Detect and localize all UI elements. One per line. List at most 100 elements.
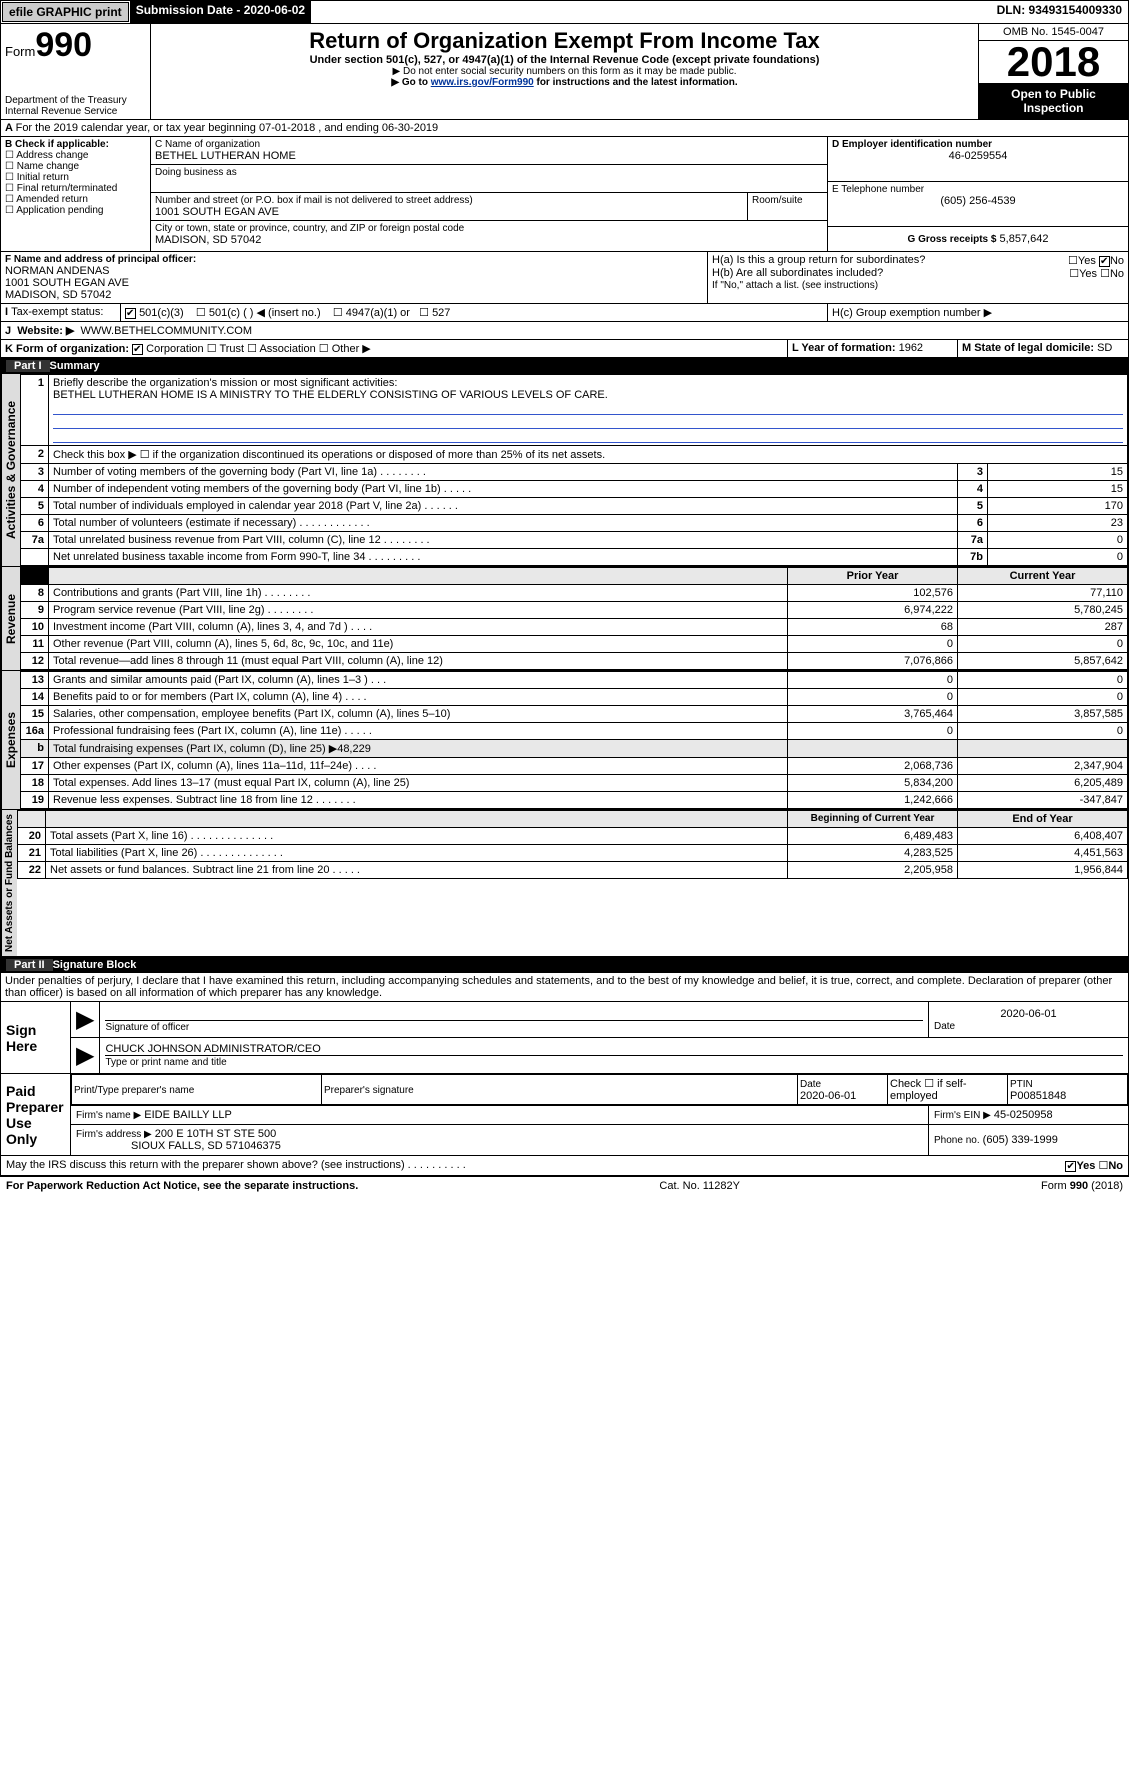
ptin-label: PTIN: [1010, 1079, 1033, 1090]
part2-num: Part II: [6, 959, 53, 971]
firm-ein: 45-0250958: [994, 1109, 1053, 1121]
rev-table: Prior Year Current Year 8Contributions a…: [20, 567, 1128, 670]
firm-phone-label: Phone no.: [934, 1135, 980, 1146]
hb-label: H(b) Are all subordinates included?: [712, 267, 883, 280]
addr-label: Number and street (or P.O. box if mail i…: [155, 195, 473, 206]
officer-cell: F Name and address of principal officer:…: [1, 252, 708, 303]
firm-addr2: SIOUX FALLS, SD 571046375: [131, 1140, 281, 1152]
city-label: City or town, state or province, country…: [155, 223, 823, 234]
form-header: Form990 Department of the Treasury Inter…: [0, 24, 1129, 120]
cb-501c3[interactable]: [125, 308, 136, 319]
cb-corp[interactable]: [132, 344, 143, 355]
right-ident-col: D Employer identification number 46-0259…: [828, 137, 1128, 251]
firm-name: EIDE BAILLY LLP: [144, 1109, 232, 1121]
firm-phone: (605) 339-1999: [983, 1134, 1058, 1146]
exp-table: 13Grants and similar amounts paid (Part …: [20, 671, 1128, 809]
room-label: Room/suite: [747, 193, 827, 220]
cb-address-change[interactable]: ☐ Address change: [5, 150, 146, 161]
hb-answer: ☐Yes ☐No: [1069, 267, 1124, 280]
open-public: Open to Public Inspection: [979, 83, 1128, 119]
part1-num: Part I: [6, 360, 50, 372]
sig-date: 2020-06-01: [934, 1008, 1123, 1020]
f-label: F Name and address of principal officer:: [5, 254, 703, 265]
k-cell: K Form of organization: Corporation ☐ Tr…: [1, 340, 788, 357]
irs-label: Internal Revenue Service: [5, 106, 146, 117]
j-label: Website: ▶: [17, 325, 74, 337]
header-left: Form990 Department of the Treasury Inter…: [1, 24, 151, 119]
opt-4947: 4947(a)(1) or: [346, 307, 410, 319]
hdr-end: End of Year: [958, 811, 1128, 828]
dept-label: Department of the Treasury: [5, 95, 146, 106]
cb-app-pending[interactable]: ☐ Application pending: [5, 205, 146, 216]
hc-cell: H(c) Group exemption number ▶: [828, 304, 1128, 321]
c-label: C Name of organization: [155, 139, 823, 150]
net-table: Beginning of Current Year End of Year 20…: [17, 810, 1128, 879]
subtitle-2: ▶ Do not enter social security numbers o…: [155, 66, 974, 77]
footer: For Paperwork Reduction Act Notice, see …: [0, 1176, 1129, 1195]
klm-row: K Form of organization: Corporation ☐ Tr…: [0, 340, 1129, 358]
pdate-val: 2020-06-01: [800, 1090, 856, 1102]
form-ref: Form 990 (2018): [1041, 1180, 1123, 1192]
m-cell: M State of legal domicile: SD: [958, 340, 1128, 357]
hdr-prior: Prior Year: [788, 568, 958, 585]
firm-addr-label: Firm's address ▶: [76, 1129, 152, 1140]
cb-name-change[interactable]: ☐ Name change: [5, 161, 146, 172]
cb-initial-return[interactable]: ☐ Initial return: [5, 172, 146, 183]
check-col: B Check if applicable: ☐ Address change …: [1, 137, 151, 251]
perjury-text: Under penalties of perjury, I declare th…: [0, 973, 1129, 1001]
cat-no: Cat. No. 11282Y: [659, 1180, 740, 1192]
form990-link[interactable]: www.irs.gov/Form990: [431, 77, 534, 88]
gov-label: Activities & Governance: [1, 374, 20, 566]
net-section: Net Assets or Fund Balances Beginning of…: [0, 810, 1129, 957]
year-formation: 1962: [899, 342, 923, 354]
part1-header: Part I Summary: [0, 358, 1129, 374]
discuss-text: May the IRS discuss this return with the…: [6, 1159, 466, 1172]
j-row: J Website: ▶ WWW.BETHELCOMMUNITY.COM: [0, 322, 1129, 340]
sig-table: Sign Here ▶ Signature of officer 2020-06…: [0, 1001, 1129, 1156]
d-label: D Employer identification number: [832, 139, 1124, 150]
opt-501c: 501(c) ( ) ◀ (insert no.): [209, 307, 321, 319]
gov-table: 1 Briefly describe the organization's mi…: [20, 374, 1128, 566]
pdate-label: Date: [800, 1079, 821, 1090]
gross-receipts: 5,857,642: [1000, 233, 1049, 245]
part2-title: Signature Block: [53, 959, 137, 971]
form-number: Form990: [5, 26, 146, 65]
g-label: G Gross receipts $: [908, 234, 997, 245]
i-label: Tax-exempt status:: [11, 306, 103, 318]
bcd-row: B Check if applicable: ☐ Address change …: [0, 137, 1129, 252]
org-col: C Name of organization BETHEL LUTHERAN H…: [151, 137, 828, 251]
hdr-begin: Beginning of Current Year: [788, 811, 958, 828]
top-bar: efile GRAPHIC print Submission Date - 20…: [0, 0, 1129, 24]
cb-amended[interactable]: ☐ Amended return: [5, 194, 146, 205]
net-label: Net Assets or Fund Balances: [1, 810, 17, 956]
dba-label: Doing business as: [155, 167, 823, 178]
exp-section: Expenses 13Grants and similar amounts pa…: [0, 671, 1129, 810]
ptin-val: P00851848: [1010, 1090, 1066, 1102]
rev-label: Revenue: [1, 567, 20, 670]
firm-name-label: Firm's name ▶: [76, 1110, 141, 1121]
officer-addr2: MADISON, SD 57042: [5, 289, 703, 301]
dln-label: DLN: 93493154009330: [991, 1, 1128, 23]
goto-pre: ▶ Go to: [391, 77, 430, 88]
ha-label: H(a) Is this a group return for subordin…: [712, 254, 925, 267]
e-label: E Telephone number: [832, 184, 1124, 195]
k-label: K Form of organization:: [5, 343, 129, 355]
cb-final-return[interactable]: ☐ Final return/terminated: [5, 183, 146, 194]
header-mid: Return of Organization Exempt From Incom…: [151, 24, 978, 119]
i-row: I Tax-exempt status: 501(c)(3) ☐ 501(c) …: [0, 304, 1129, 322]
line-a: A For the 2019 calendar year, or tax yea…: [1, 120, 1128, 136]
org-city: MADISON, SD 57042: [155, 234, 823, 246]
sign-here-label: Sign Here: [1, 1002, 71, 1074]
q2-text: Check this box ▶ ☐ if the organization d…: [49, 446, 1128, 464]
tax-exempt-opts: 501(c)(3) ☐ 501(c) ( ) ◀ (insert no.) ☐ …: [121, 304, 828, 321]
org-name: BETHEL LUTHERAN HOME: [155, 150, 823, 162]
b-label: B Check if applicable:: [5, 139, 109, 150]
firm-ein-label: Firm's EIN ▶: [934, 1110, 991, 1121]
opt-527: 527: [432, 307, 450, 319]
line-a-text: For the 2019 calendar year, or tax year …: [16, 122, 439, 134]
ein: 46-0259554: [832, 150, 1124, 162]
form-prefix: Form: [5, 44, 35, 59]
state-domicile: SD: [1097, 342, 1112, 354]
efile-btn[interactable]: efile GRAPHIC print: [2, 2, 129, 22]
hdr-current: Current Year: [958, 568, 1128, 585]
